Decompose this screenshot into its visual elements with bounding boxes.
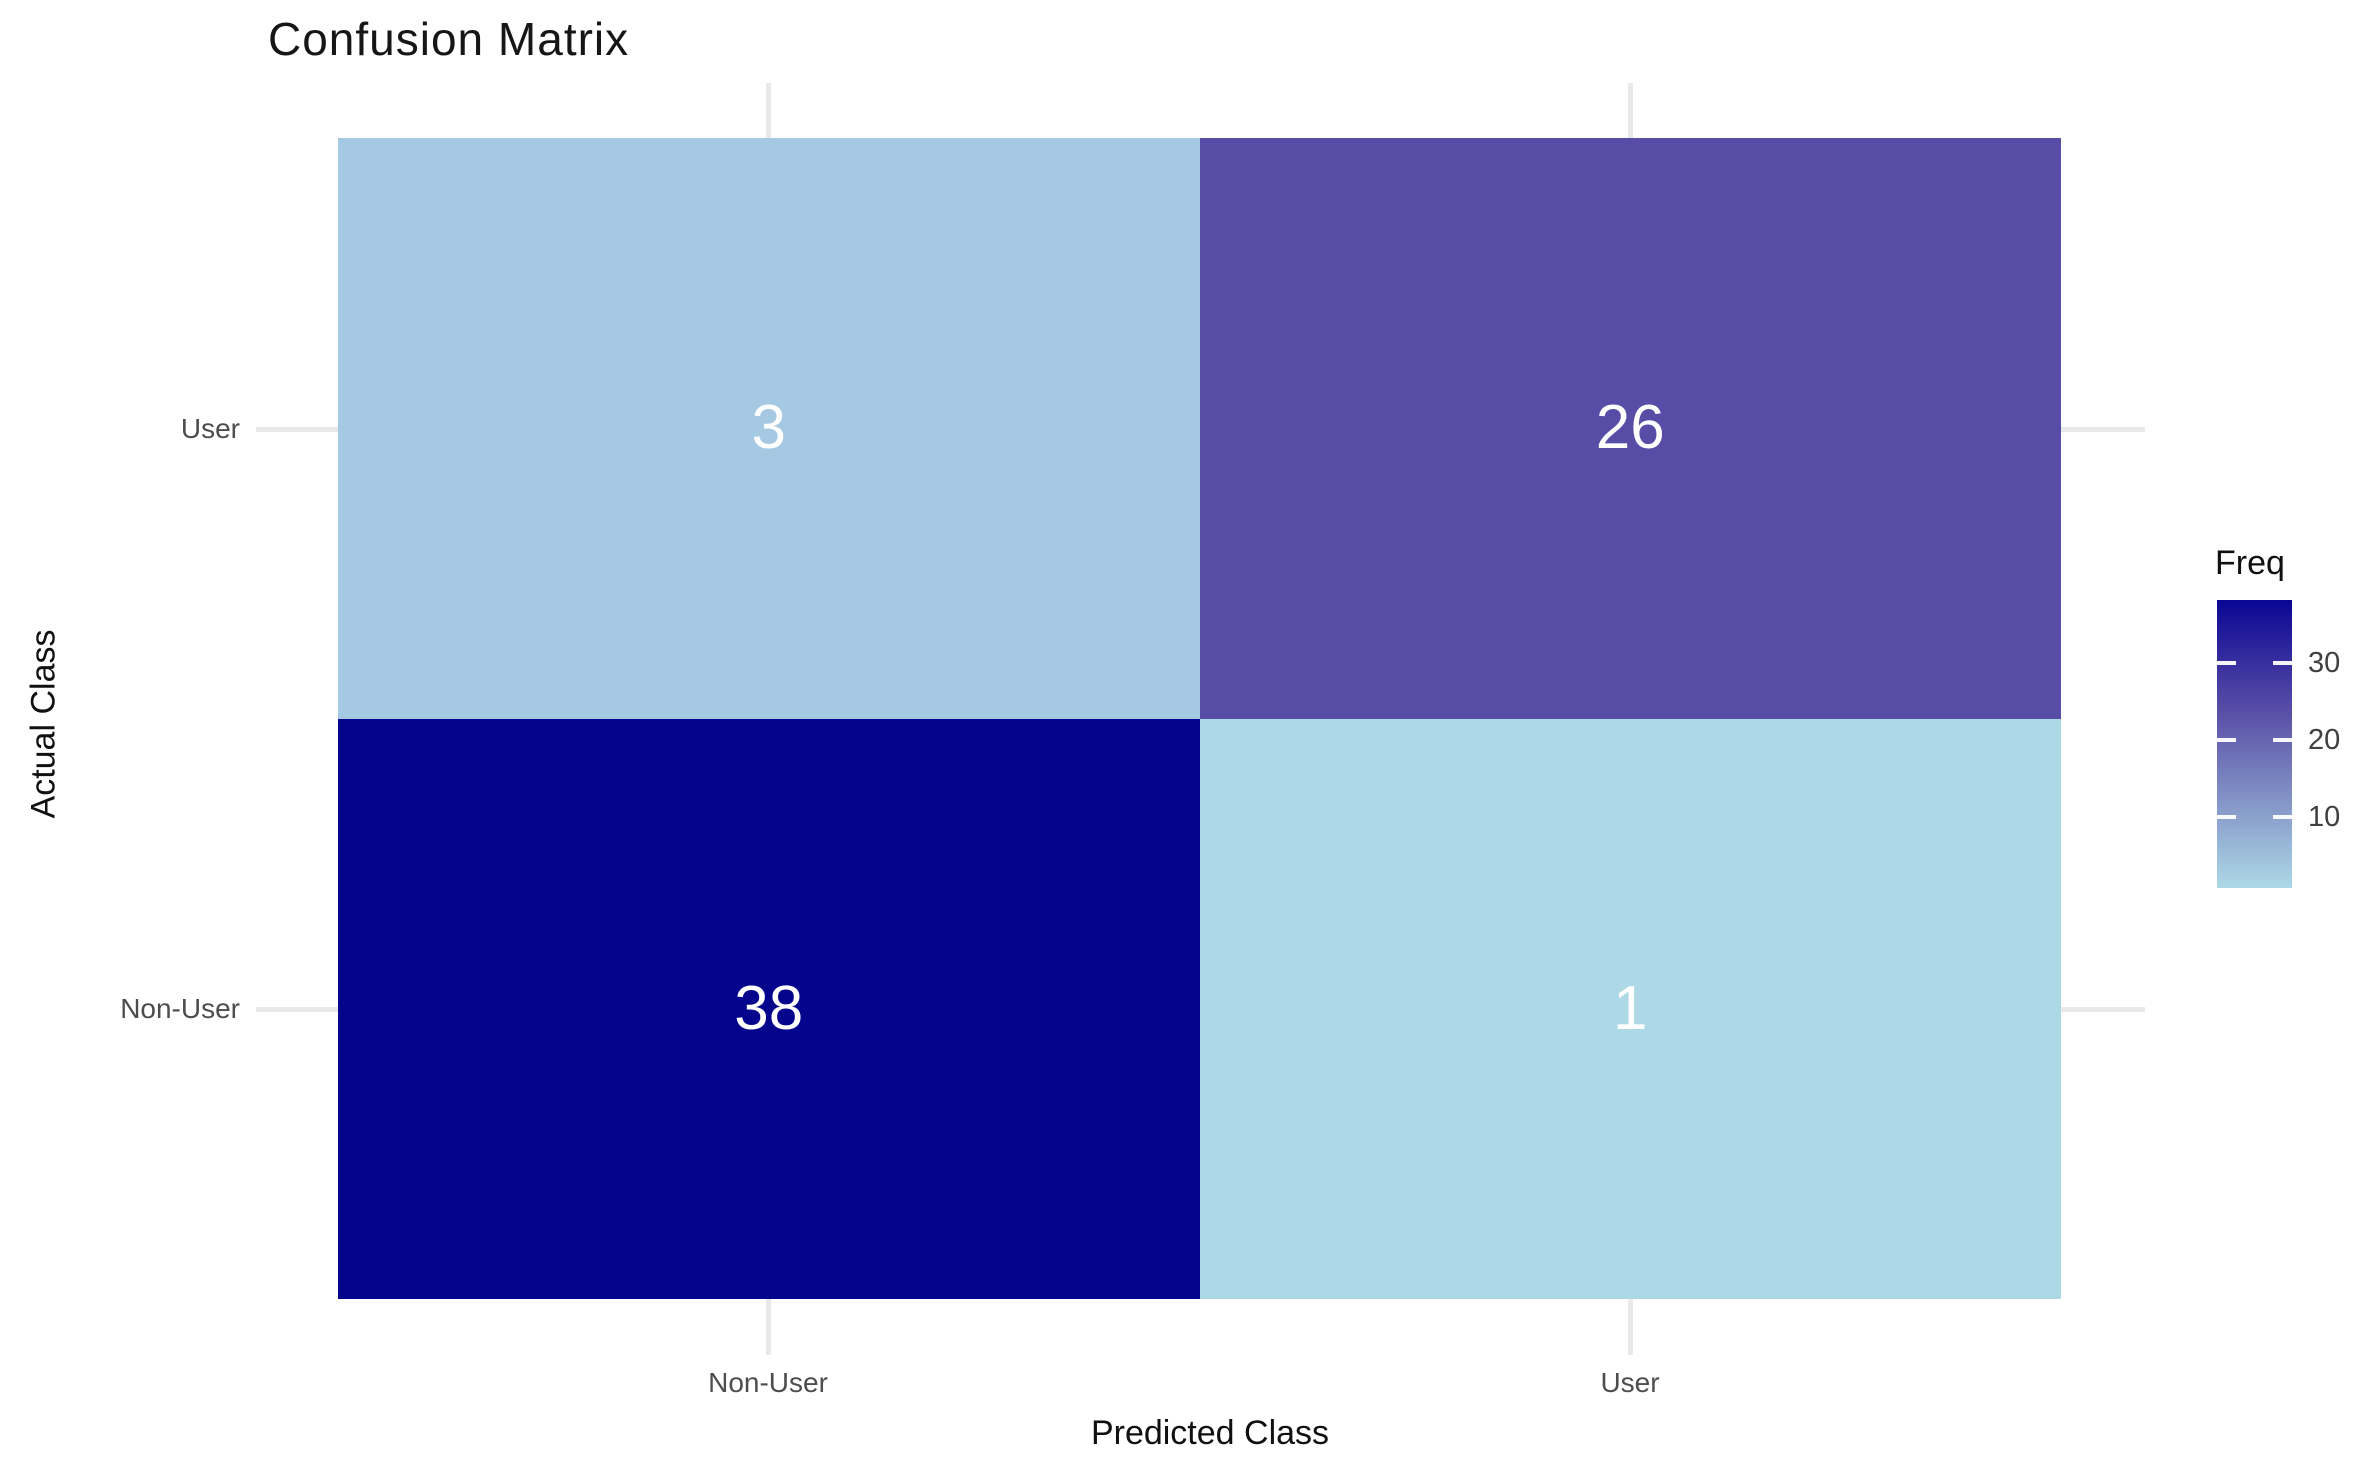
legend-tickmark <box>2217 738 2236 742</box>
legend-tickmark <box>2217 661 2236 665</box>
y-tick-line-nonuser-right <box>2061 1007 2145 1012</box>
cell-actual-user-pred-nonuser: 3 <box>338 138 1200 719</box>
legend-tick-label-10: 10 <box>2308 801 2341 833</box>
cell-actual-user-pred-user: 26 <box>1199 138 2061 719</box>
cell-actual-nonuser-pred-nonuser: 38 <box>338 718 1200 1299</box>
x-tick-line-user <box>1628 1299 1633 1355</box>
legend-title: Freq <box>2215 544 2285 582</box>
x-tick-line-user-top <box>1628 83 1633 138</box>
x-tick-line-nonuser <box>766 1299 771 1355</box>
x-tick-label-nonuser: Non-User <box>708 1367 828 1398</box>
y-tick-line-user <box>256 427 338 432</box>
cell-value: 26 <box>1595 393 1665 463</box>
y-tick-label-nonuser: Non-User <box>120 993 240 1024</box>
legend-tickmark <box>2273 738 2292 742</box>
cell-value: 38 <box>734 973 804 1043</box>
y-tick-label-user: User <box>180 413 240 444</box>
legend-tick-label-20: 20 <box>2308 724 2341 756</box>
chart-title: Confusion Matrix <box>268 13 630 65</box>
cell-value: 1 <box>1613 973 1648 1043</box>
y-tick-line-user-right <box>2061 427 2145 432</box>
legend-tickmark <box>2273 815 2292 819</box>
cell-actual-nonuser-pred-user: 1 <box>1199 718 2061 1299</box>
cell-value: 3 <box>751 393 786 463</box>
x-tick-label-user: User <box>1600 1367 1660 1398</box>
y-axis-title: Actual Class <box>24 629 63 819</box>
y-tick-line-nonuser <box>256 1007 338 1012</box>
legend-tickmark <box>2273 661 2292 665</box>
legend-colorbar <box>2217 600 2292 888</box>
x-axis-title: Predicted Class <box>1090 1414 1330 1452</box>
legend-tick-label-30: 30 <box>2308 647 2341 679</box>
x-tick-line-nonuser-top <box>766 83 771 138</box>
legend-tickmark <box>2217 815 2236 819</box>
heatmap-panel: 3 26 38 1 <box>338 138 2061 1299</box>
